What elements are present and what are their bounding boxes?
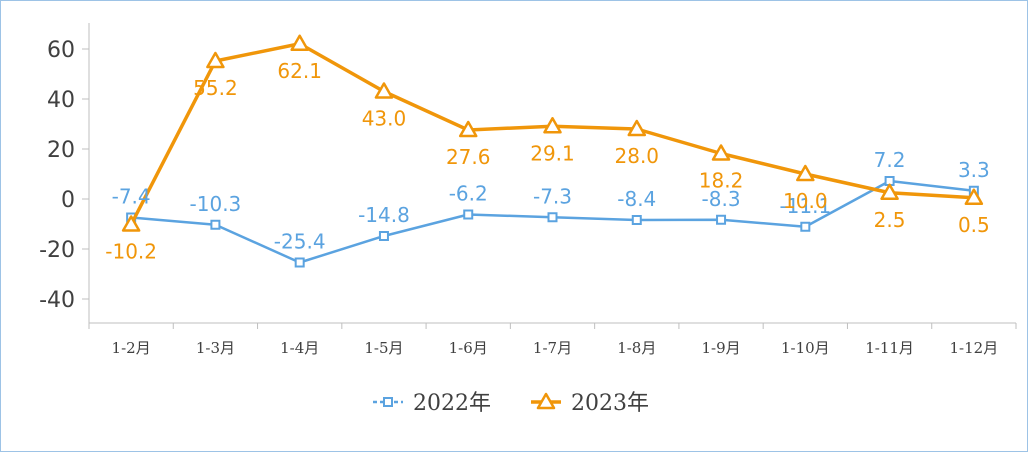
data-point-triangle xyxy=(290,34,309,51)
data-label: -8.3 xyxy=(702,187,741,211)
data-label: 3.3 xyxy=(958,158,990,182)
data-label: 27.6 xyxy=(446,145,491,169)
data-label: -25.4 xyxy=(274,230,326,254)
data-point-square xyxy=(631,215,642,225)
data-point-triangle xyxy=(536,392,556,410)
legend-label: 2022年 xyxy=(413,391,491,416)
x-tick-label: 1-5月 xyxy=(364,339,403,357)
data-label: 10.0 xyxy=(783,189,828,213)
data-label: -6.2 xyxy=(449,182,488,206)
x-tick-label: 1-7月 xyxy=(533,339,572,357)
x-tick-label: 1-8月 xyxy=(617,339,656,357)
data-point-triangle xyxy=(964,188,984,205)
data-point-square xyxy=(378,231,389,241)
data-label: 0.5 xyxy=(958,213,990,237)
x-tick-label: 1-4月 xyxy=(280,339,319,357)
data-point-square xyxy=(383,397,393,407)
data-point-square xyxy=(716,214,727,225)
legend-item: 2023年 xyxy=(531,391,649,416)
x-tick-label: 1-10月 xyxy=(781,339,830,357)
data-point-triangle xyxy=(374,82,394,99)
x-tick-label: 1-11月 xyxy=(865,339,914,357)
legend-label: 2023年 xyxy=(571,391,649,416)
data-label: -10.3 xyxy=(190,192,242,216)
data-point-triangle xyxy=(796,164,815,182)
data-point-triangle xyxy=(543,117,562,134)
x-tick-label: 1-9月 xyxy=(701,339,740,357)
data-labels: -7.4 -10.3 -25.4 -14.8 -6.2 -7.3 -8.4 -8.3 -11.1… xyxy=(105,59,990,264)
data-point-triangle xyxy=(711,144,731,161)
data-point-triangle xyxy=(121,215,141,232)
x-tick-label: 1-3月 xyxy=(196,339,235,357)
axes xyxy=(88,23,1016,324)
x-tick-label: 1-12月 xyxy=(950,339,999,357)
series-2023年 xyxy=(121,34,984,232)
data-point-triangle xyxy=(458,120,478,138)
data-point-square xyxy=(800,221,811,232)
x-axis-ticks: 1-2月 1-3月 1-4月 1-5月 1-6月 1-7月 1-8月 1-9月 1-10月 1-1… xyxy=(88,323,1017,357)
data-label: 55.2 xyxy=(193,76,238,100)
data-label: 29.1 xyxy=(530,141,575,165)
data-point-square xyxy=(294,257,305,268)
y-tick-label: 0 xyxy=(61,188,75,213)
data-point-triangle xyxy=(627,119,647,137)
data-label: 28.0 xyxy=(615,144,660,168)
data-label: -14.8 xyxy=(358,203,410,227)
data-label: 18.2 xyxy=(699,169,744,193)
data-point-square xyxy=(463,209,474,220)
data-label: 43.0 xyxy=(362,107,407,131)
legend: 2022年 2023年 xyxy=(373,391,649,416)
data-label: -7.3 xyxy=(533,184,572,208)
legend-item: 2022年 xyxy=(373,391,491,416)
x-tick-label: 1-2月 xyxy=(112,339,151,357)
data-label: 2.5 xyxy=(874,208,906,232)
y-axis-ticks: 60 40 20 0 -20 -40 xyxy=(39,38,89,313)
data-label: -8.4 xyxy=(617,187,656,211)
y-tick-label: -40 xyxy=(39,288,75,313)
data-label: -7.4 xyxy=(112,185,151,209)
y-tick-label: -20 xyxy=(39,238,75,263)
y-tick-label: 60 xyxy=(47,38,75,63)
data-point-square xyxy=(210,219,221,230)
x-tick-label: 1-6月 xyxy=(449,339,488,357)
data-label: 62.1 xyxy=(277,59,322,83)
data-point-square xyxy=(547,212,558,223)
data-label: -11.1 xyxy=(779,194,831,218)
data-point-triangle xyxy=(206,51,225,69)
data-point-triangle xyxy=(880,183,899,200)
data-label: -10.2 xyxy=(105,240,157,264)
y-tick-label: 20 xyxy=(47,138,75,163)
data-label: 7.2 xyxy=(874,148,906,172)
y-tick-label: 40 xyxy=(47,88,75,113)
series-layer xyxy=(121,34,984,268)
